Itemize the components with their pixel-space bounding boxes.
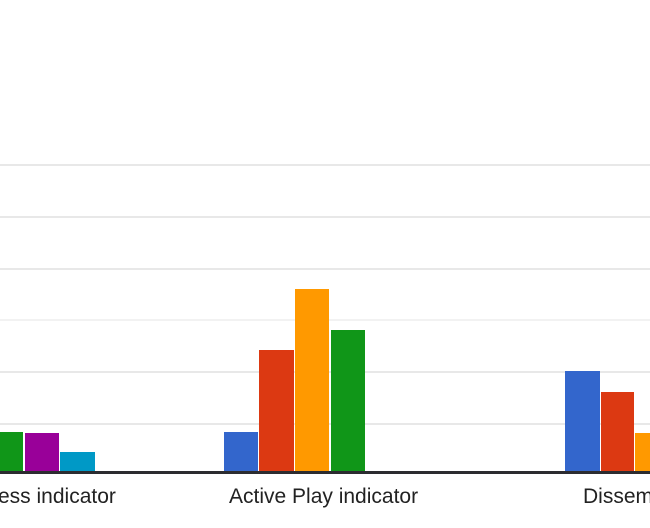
- category-label: Active Play indicator: [229, 485, 419, 508]
- plot-gridline: [0, 216, 650, 218]
- bar-cat1-green[interactable]: [0, 432, 23, 471]
- x-axis-baseline: [0, 471, 650, 474]
- bar-cat3-blue[interactable]: [565, 371, 600, 471]
- bar-cat3-orange[interactable]: [635, 433, 650, 471]
- bar-cat2-red[interactable]: [259, 350, 294, 471]
- plot-gridline: [0, 164, 650, 166]
- bar-cat2-blue[interactable]: [224, 432, 258, 471]
- category-label: ess indicator: [0, 485, 116, 508]
- bar-cat1-cyan[interactable]: [60, 452, 95, 471]
- bar-cat1-purple[interactable]: [25, 433, 59, 471]
- plot-gridline: [0, 268, 650, 270]
- bar-cat2-green[interactable]: [331, 330, 365, 471]
- category-label: Dissem: [583, 485, 650, 508]
- bar-cat2-orange[interactable]: [295, 289, 329, 471]
- bar-cat3-red[interactable]: [601, 392, 634, 471]
